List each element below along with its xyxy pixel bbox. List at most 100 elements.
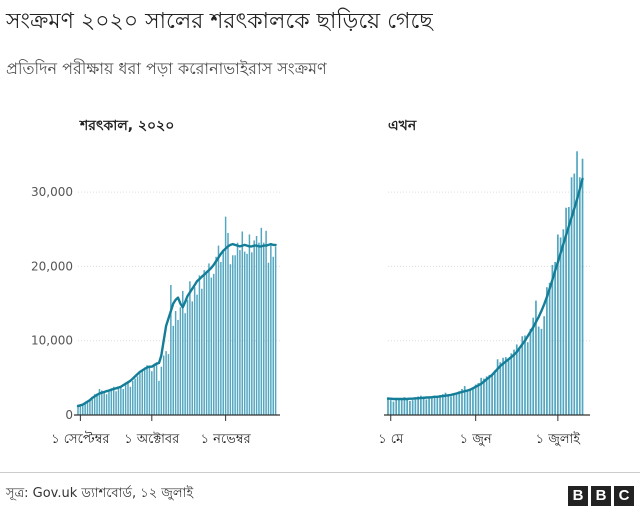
covid-cases-chart: 0 10,000 20,000 30,000 ১ সেপ্টেম্বর ১ অক্টোবর… [31,151,590,447]
autumn-daily-bar [179,307,182,415]
now-daily-bar [425,399,428,415]
now-daily-bar [428,398,430,415]
autumn-daily-bar [89,400,91,415]
now-daily-bar [573,173,576,415]
autumn-daily-bar [174,311,177,415]
now-daily-bar [469,390,472,415]
now-daily-bar [488,374,491,415]
now-daily-bar [389,400,392,415]
autumn-daily-bar [201,288,203,415]
autumn-daily-bar [110,388,113,415]
autumn-daily-bar [215,256,217,415]
bbc-logo-letter-1: B [568,486,588,506]
autumn-daily-bar [158,380,160,415]
autumn-daily-bar [84,403,86,415]
chart-subtitle: প্রতিদিন পরীক্ষায় ধরা পড়া করোনাভাইরাস … [6,59,327,78]
autumn-daily-bar [141,371,144,415]
now-daily-bar [576,151,578,416]
autumn-daily-bar [246,253,248,415]
autumn-daily-bar [234,255,236,415]
autumn-daily-bar [134,378,136,415]
autumn-daily-bar [177,319,179,415]
now-daily-bar [535,300,537,415]
autumn-daily-bar [227,233,229,415]
now-daily-bar [526,342,529,415]
now-daily-bar [461,389,463,415]
autumn-daily-bar [146,365,148,415]
bbc-logo-letter-2: B [591,486,611,506]
x-tick-label: ১ জুলাই [536,431,582,447]
autumn-daily-bar [241,231,244,415]
now-daily-bar [436,396,439,415]
autumn-daily-bar [77,404,79,415]
autumn-daily-bar [103,392,105,415]
autumn-daily-bar [172,325,174,415]
y-tick-label: 10,000 [31,334,73,348]
autumn-daily-bar [91,399,94,415]
autumn-daily-bar [262,242,265,415]
autumn-daily-bar [105,394,108,415]
autumn-daily-bar [265,230,267,415]
autumn-daily-bar [115,391,117,415]
now-daily-bar [502,357,504,415]
now-daily-bar [450,396,452,415]
now-daily-bar [529,328,532,415]
autumn-daily-bar [189,281,191,415]
autumn-daily-bar [248,234,251,415]
now-daily-bar [406,397,409,415]
now-daily-bar [414,397,417,415]
x-tick-label: ১ নভেম্বর [201,432,252,447]
now-daily-bar [395,397,398,415]
autumn-daily-bar [162,355,165,415]
autumn-daily-bar [253,240,255,415]
now-daily-bar [562,229,565,415]
now-daily-bar [452,394,455,415]
autumn-daily-bar [93,394,96,415]
autumn-daily-bar [112,386,115,415]
now-daily-bar [567,207,570,415]
autumn-daily-bar [260,227,263,415]
autumn-daily-bar [127,383,129,415]
x-tick-label: ১ জুন [460,432,492,447]
now-daily-bar [463,386,466,415]
now-daily-bar [420,395,422,415]
now-daily-bar [504,357,507,415]
autumn-average-line [76,242,277,408]
now-daily-bar [422,396,425,415]
autumn-daily-bar [229,264,232,415]
panel-title-now: এখন [388,118,417,134]
autumn-daily-bar [203,270,205,415]
autumn-daily-bar [208,263,210,415]
now-daily-bar [439,394,441,415]
autumn-daily-bar [232,255,234,415]
autumn-daily-bar [274,246,277,415]
now-daily-bar [537,326,540,415]
autumn-daily-bar [239,250,241,415]
now-daily-bar [543,316,546,415]
autumn-daily-bar [196,294,198,415]
now-daily-bar [430,397,433,415]
autumn-daily-bar [117,388,120,415]
now-daily-bar [551,264,554,415]
autumn-daily-bar [182,290,184,415]
now-daily-bar [472,387,474,415]
autumn-daily-bar [212,273,215,415]
now-daily-bar [565,207,567,415]
now-daily-bar [466,389,469,415]
now-daily-bar [559,237,562,415]
autumn-daily-bar [139,373,141,415]
autumn-daily-bar [191,301,194,415]
autumn-daily-bar [153,363,155,415]
now-daily-bar [548,282,551,415]
now-daily-bar [554,261,556,415]
now-daily-bar [458,391,461,415]
autumn-daily-bar [82,403,84,415]
now-daily-bar [480,377,482,415]
autumn-daily-bar [86,401,89,415]
now-daily-bar [474,384,477,415]
now-daily-bar [515,344,518,415]
autumn-daily-bar [170,285,172,415]
now-daily-bar [578,177,581,415]
autumn-daily-bar [186,299,189,415]
autumn-daily-bar [258,242,260,415]
